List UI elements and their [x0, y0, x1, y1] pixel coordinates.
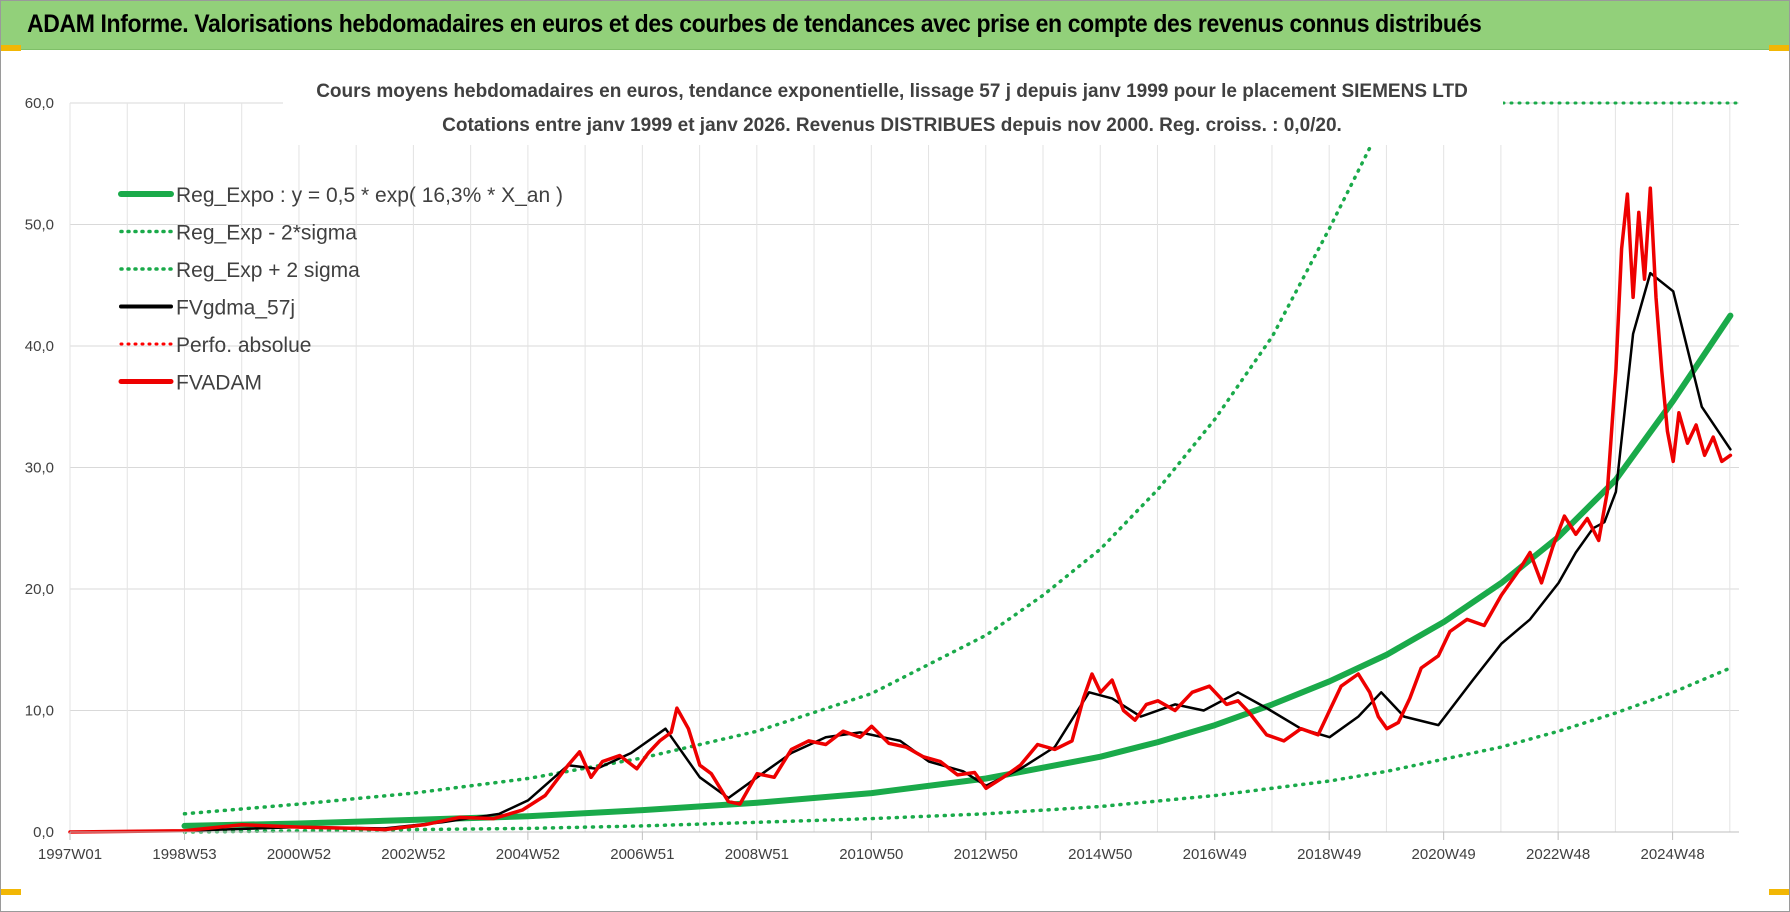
x-tick-label: 2004W52	[496, 846, 560, 863]
corner-marker	[1, 45, 21, 51]
y-tick-label: 20,0	[25, 581, 54, 598]
x-tick-label: 2024W48	[1640, 846, 1704, 863]
price-lines	[68, 186, 1733, 834]
corner-marker	[1769, 889, 1789, 895]
x-tick-label: 2012W50	[954, 846, 1018, 863]
x-tick-label: 1998W53	[152, 846, 216, 863]
smoothed-line	[68, 271, 1732, 834]
chart-legend: Reg_Expo : y = 0,5 * exp( 16,3% * X_an )…	[118, 184, 563, 395]
x-tick-label: 2014W50	[1068, 846, 1132, 863]
legend-label: Perfo. absolue	[176, 334, 311, 357]
y-tick-label: 30,0	[25, 460, 54, 477]
lower-band-line	[182, 666, 1733, 834]
chart-subtitle: Cotations entre janv 1999 et janv 2026. …	[442, 115, 1342, 136]
axis-tick-labels: 0,0 10,0 20,0 30,0 40,0 50,0 60,0 1997W01 1998W5…	[25, 95, 1739, 863]
x-tick-label: 2016W49	[1183, 846, 1247, 863]
report-banner: ADAM Informe. Valorisations hebdomadaire…	[1, 1, 1789, 50]
x-tick-label: 2022W48	[1526, 846, 1590, 863]
legend-label: Reg_Exp + 2 sigma	[176, 259, 360, 282]
report-title: ADAM Informe. Valorisations hebdomadaire…	[27, 10, 1482, 38]
corner-marker	[1769, 45, 1789, 51]
y-tick-label: 50,0	[25, 217, 54, 234]
legend-label: FVgdma_57j	[176, 297, 295, 320]
y-tick-label: 40,0	[25, 338, 54, 355]
title-background	[283, 71, 1503, 145]
x-tick-label: 2018W49	[1297, 846, 1361, 863]
chart-grid	[69, 102, 1739, 833]
upper-band-line	[182, 146, 1372, 816]
y-tick-label: 10,0	[25, 703, 54, 720]
x-tick-label: 2010W50	[839, 846, 903, 863]
legend-label: FVADAM	[176, 372, 262, 395]
chart-title: Cours moyens hebdomadaires en euros, ten…	[316, 81, 1468, 102]
x-tick-label: 2006W51	[610, 846, 674, 863]
x-tick-label: 1997W01	[38, 846, 102, 863]
adam-line	[68, 186, 1733, 834]
regression-bands	[181, 101, 1741, 834]
x-tick-label: 2008W51	[725, 846, 789, 863]
legend-label: Reg_Exp - 2*sigma	[176, 222, 357, 245]
trend-line	[181, 312, 1734, 829]
y-tick-label: 60,0	[25, 95, 54, 112]
y-tick-label: 0,0	[33, 824, 54, 841]
x-tick-label: 2002W52	[381, 846, 445, 863]
x-tick-label: 2020W49	[1412, 846, 1476, 863]
legend-label: Reg_Expo : y = 0,5 * exp( 16,3% * X_an )	[176, 184, 563, 207]
corner-marker	[1, 889, 21, 895]
x-tick-label: 2000W52	[267, 846, 331, 863]
